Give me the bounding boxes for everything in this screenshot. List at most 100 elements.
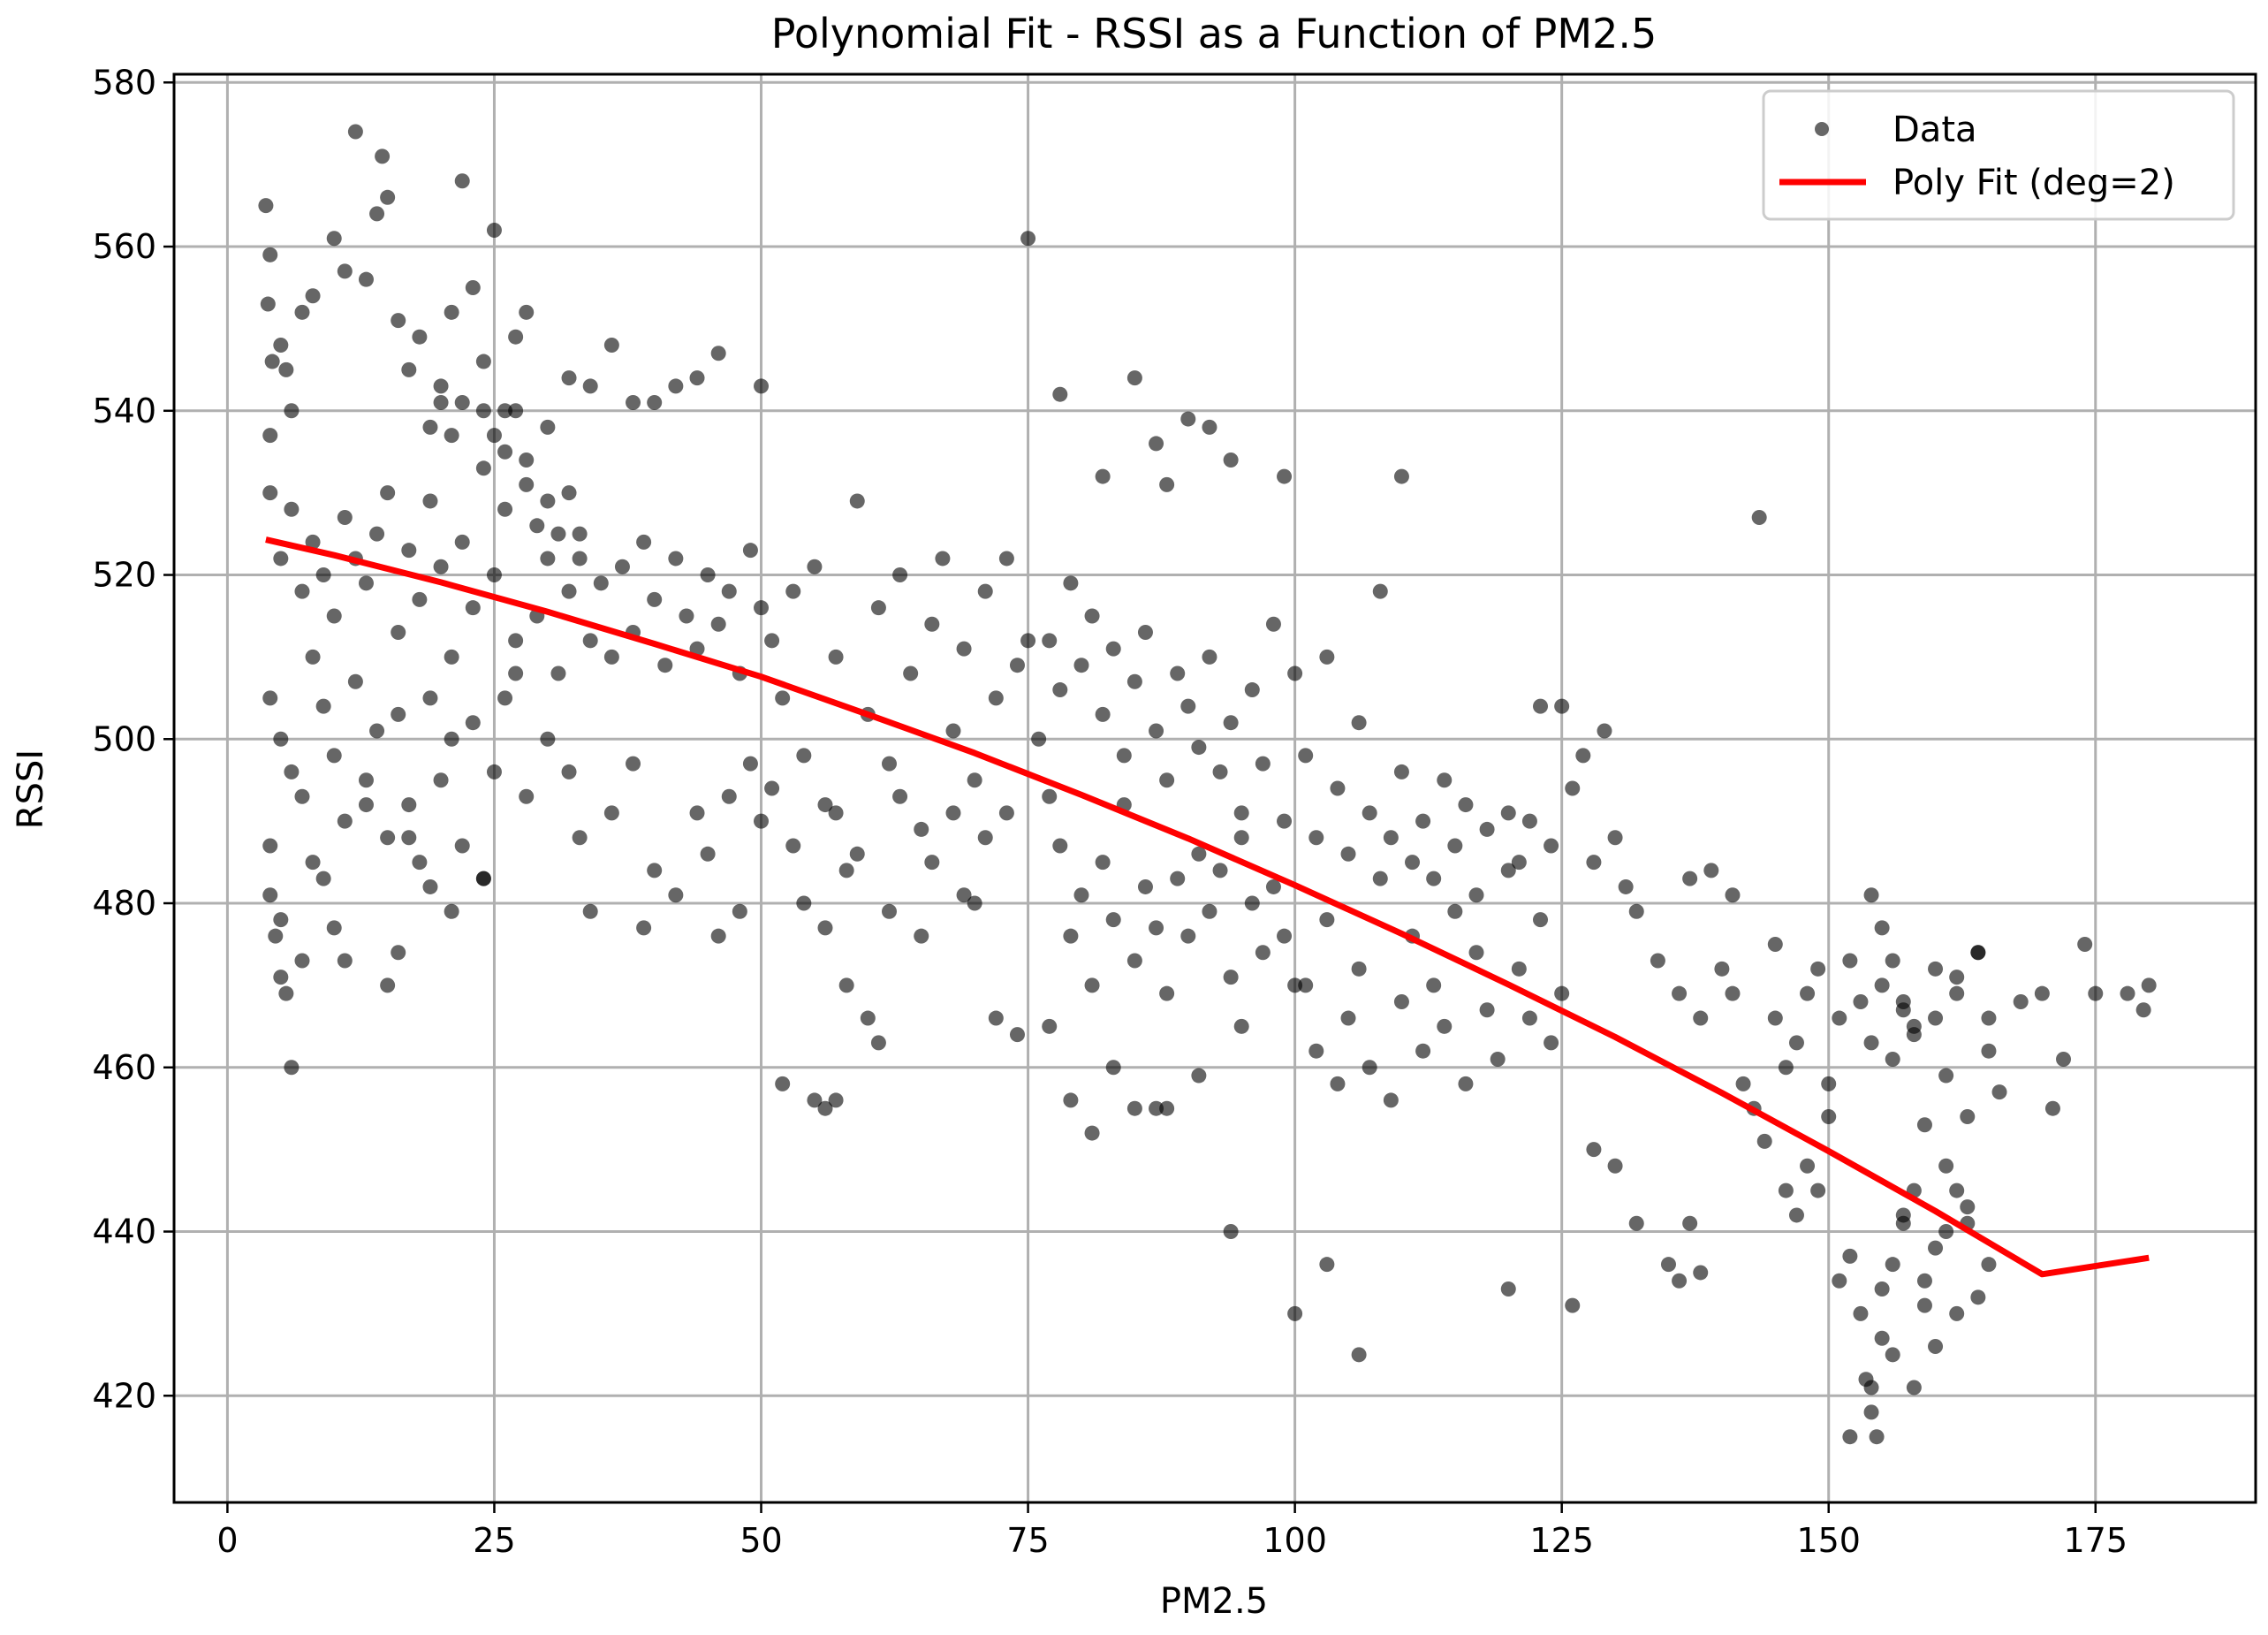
data-point [1788, 1035, 1804, 1051]
data-point [444, 731, 459, 747]
data-point [582, 378, 598, 394]
y-tick-label: 440 [92, 1213, 156, 1251]
x-axis-label: PM2.5 [1160, 1581, 1268, 1622]
data-point [710, 616, 726, 632]
data-point [1009, 1027, 1025, 1043]
data-point [508, 665, 524, 681]
data-point [1468, 887, 1484, 903]
data-point [1255, 945, 1271, 961]
data-point [668, 887, 684, 903]
data-point [1415, 1043, 1431, 1059]
data-point [1885, 1347, 1900, 1363]
data-point [1906, 1380, 1922, 1395]
data-point [807, 559, 823, 574]
data-point [1052, 386, 1068, 402]
data-point [284, 1060, 300, 1076]
data-point [1063, 928, 1079, 944]
data-point [1810, 1183, 1826, 1198]
data-point [988, 690, 1004, 706]
data-point [1511, 855, 1527, 871]
data-point [294, 953, 310, 969]
data-point [391, 313, 406, 329]
data-point [1351, 961, 1367, 977]
y-tick-label: 460 [92, 1048, 156, 1087]
data-point [828, 649, 844, 665]
data-point [1938, 1224, 1954, 1240]
data-point [603, 337, 619, 353]
data-point [1554, 698, 1570, 714]
data-point [668, 378, 684, 394]
data-point [742, 543, 758, 559]
data-point [1660, 1257, 1676, 1273]
x-tick-label: 150 [1796, 1521, 1861, 1560]
data-point [1725, 887, 1741, 903]
data-point [422, 493, 438, 509]
data-point [1426, 871, 1442, 886]
data-point [1052, 682, 1068, 698]
data-point [433, 559, 449, 574]
legend-label-fit: Poly Fit (deg=2) [1893, 163, 2175, 203]
data-point [945, 805, 961, 821]
data-point [935, 551, 951, 567]
data-point [1869, 1429, 1885, 1445]
data-point [391, 625, 406, 641]
data-point [1073, 658, 1089, 673]
data-point [849, 846, 865, 862]
data-point [582, 903, 598, 919]
data-point [870, 1035, 886, 1051]
data-point [326, 231, 342, 247]
data-point [1544, 838, 1559, 854]
y-tick-label: 480 [92, 884, 156, 923]
data-point [561, 764, 577, 779]
data-point [444, 903, 459, 919]
data-point [465, 279, 481, 295]
data-point [1928, 1339, 1944, 1355]
data-point [1223, 1224, 1239, 1240]
data-point [998, 551, 1014, 567]
data-point [1223, 715, 1239, 731]
data-point [412, 329, 428, 345]
data-point [486, 428, 502, 444]
data-point [1202, 649, 1217, 665]
data-point [1415, 813, 1431, 829]
data-point [2034, 985, 2050, 1001]
y-tick-label: 580 [92, 63, 156, 102]
data-point [540, 551, 556, 567]
plot-area-frame [172, 72, 2257, 1504]
data-point [1597, 723, 1612, 739]
data-point [754, 813, 770, 829]
y-tick-label: 540 [92, 392, 156, 430]
data-point [1521, 813, 1537, 829]
data-point [1885, 1257, 1900, 1273]
data-point [375, 148, 391, 164]
data-point [337, 813, 353, 829]
data-point [1682, 1215, 1698, 1231]
data-point [1468, 945, 1484, 961]
data-point [1938, 1158, 1954, 1174]
data-point [273, 912, 289, 928]
data-point [1340, 1010, 1356, 1026]
data-point [1928, 961, 1944, 977]
data-point [626, 394, 641, 410]
data-point [1863, 1380, 1879, 1395]
data-point [903, 665, 919, 681]
data-point [1149, 920, 1164, 936]
data-point [710, 346, 726, 361]
data-point [647, 394, 663, 410]
data-point [358, 271, 374, 287]
data-point [967, 772, 982, 788]
data-point [1800, 1158, 1816, 1174]
data-point [268, 928, 284, 944]
data-point [1084, 1125, 1100, 1141]
data-point [1916, 1117, 1932, 1133]
data-point [1650, 953, 1665, 969]
data-point [1928, 1240, 1944, 1256]
data-point [294, 788, 310, 804]
data-point [1981, 1010, 1997, 1026]
data-point [1500, 805, 1516, 821]
data-point [433, 394, 449, 410]
data-point [775, 690, 791, 706]
data-point [582, 633, 598, 649]
data-point [519, 476, 535, 492]
